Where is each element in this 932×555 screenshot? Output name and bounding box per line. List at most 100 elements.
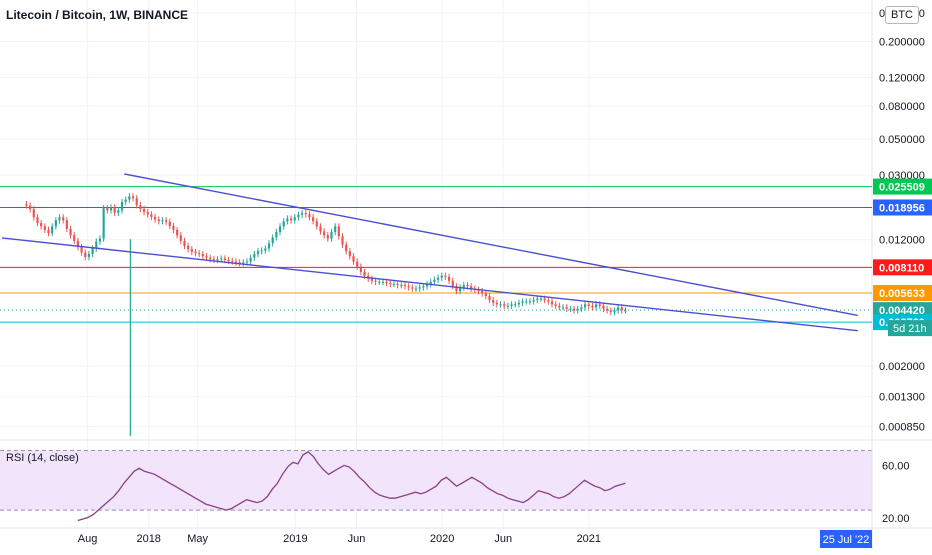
candle-body [278, 226, 282, 232]
candle-body [517, 302, 521, 305]
candle-body [238, 262, 241, 264]
candle-body [418, 287, 421, 289]
candle-body [396, 284, 399, 286]
candle-body [227, 259, 230, 261]
candle-body [503, 304, 506, 306]
candle-body [613, 310, 616, 313]
candle-body [249, 257, 252, 262]
candle-body [146, 211, 149, 215]
candle-body [168, 221, 171, 226]
candle-body [536, 298, 539, 301]
candle-body [201, 253, 204, 257]
candle-body [392, 284, 396, 286]
candle-body [572, 308, 576, 311]
candle-body [550, 301, 554, 305]
candle-body [422, 286, 425, 288]
candle-body [25, 204, 28, 206]
candle-body [403, 285, 407, 287]
candle-body [128, 196, 131, 200]
candle-body [205, 256, 208, 258]
candle-body [65, 220, 68, 229]
time-tick-label: May [187, 533, 208, 545]
candle-body [315, 221, 318, 227]
candle-body [131, 196, 135, 199]
candle-body [69, 228, 72, 236]
candle-body [242, 262, 245, 264]
unit-selector[interactable]: BTC [885, 6, 919, 24]
candle-body [120, 201, 124, 211]
candle-body [598, 304, 601, 306]
candle-body [102, 208, 105, 239]
candle-body [212, 259, 215, 261]
candle-body [209, 257, 212, 260]
candle-body [260, 250, 263, 252]
candle-body [150, 214, 153, 217]
candle-body [51, 226, 54, 234]
price-tick-label: 0.000850 [879, 421, 925, 433]
price-tick-label: 0.001300 [879, 391, 925, 403]
candle-body [47, 229, 50, 234]
countdown-label: 5d 21h [893, 323, 927, 335]
candle-body [113, 207, 116, 213]
candle-body [76, 240, 80, 248]
candle-body [286, 218, 289, 222]
candle-body [484, 293, 487, 297]
candle-body [374, 280, 377, 282]
candle-body [234, 261, 238, 263]
candle-body [521, 301, 524, 303]
chart-title: Litecoin / Bitcoin, 1W, BINANCE [6, 8, 189, 22]
candle-body [532, 300, 535, 302]
candle-body [466, 285, 469, 287]
candle-body [499, 304, 502, 306]
candle-body [198, 253, 201, 255]
candle-body [190, 249, 193, 252]
candle-body [95, 241, 98, 249]
candle-body [341, 236, 344, 245]
candle-body [54, 220, 57, 227]
candle-body [220, 258, 223, 260]
candle-body [135, 198, 138, 206]
candle-body [444, 275, 447, 277]
candle-body [565, 307, 568, 309]
candle-body [32, 209, 35, 218]
time-tick-label: Jun [348, 533, 366, 545]
candle-body [389, 282, 392, 285]
candle-body [172, 225, 175, 230]
candle-body [528, 301, 532, 303]
candle-body [275, 231, 278, 238]
candle-body [256, 251, 260, 254]
candle-body [576, 308, 579, 311]
candle-body [492, 300, 495, 303]
candle-body [481, 290, 484, 294]
candle-body [293, 217, 296, 221]
candle-body [433, 279, 436, 282]
candle-body [425, 284, 429, 287]
price-tick-label: 0.050000 [879, 134, 925, 146]
candle-body [495, 302, 498, 305]
rsi-line [77, 451, 626, 522]
candle-body [609, 310, 612, 313]
candle-body [617, 307, 620, 311]
countdown-tag [888, 320, 932, 337]
candle-body [459, 287, 462, 291]
candle-body [602, 305, 605, 309]
candle-body [297, 214, 300, 218]
candle-body [308, 214, 311, 218]
candle-body [58, 217, 61, 221]
candle-body [271, 237, 274, 244]
candle-body [91, 248, 94, 254]
price-level-tag-label: 0.008110 [879, 262, 924, 274]
time-tick-label: Aug [78, 533, 98, 545]
candle-body [569, 308, 572, 310]
rsi-tick-label: 60.00 [882, 460, 910, 472]
candle-body [451, 280, 454, 287]
candle-body [345, 244, 348, 252]
candle-body [87, 253, 91, 257]
candle-body [216, 259, 219, 261]
candle-body [620, 307, 623, 311]
candle-body [29, 205, 32, 210]
candle-body [381, 281, 385, 283]
candle-body [514, 304, 517, 306]
